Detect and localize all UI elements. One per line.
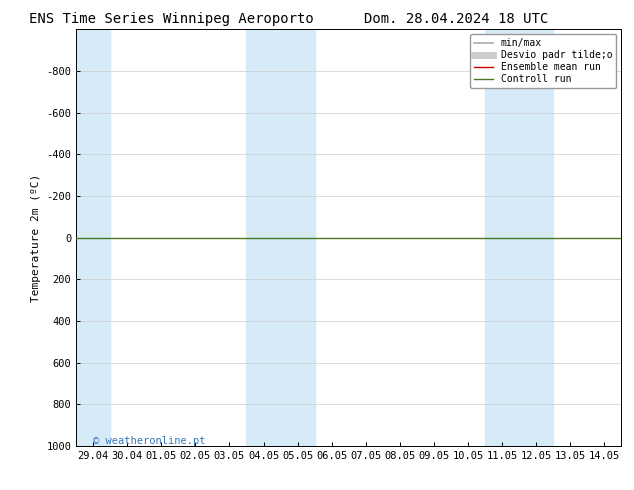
Text: ENS Time Series Winnipeg Aeroporto: ENS Time Series Winnipeg Aeroporto xyxy=(29,12,314,26)
Bar xyxy=(485,29,553,446)
Text: © weatheronline.pt: © weatheronline.pt xyxy=(93,436,206,446)
Text: Dom. 28.04.2024 18 UTC: Dom. 28.04.2024 18 UTC xyxy=(365,12,548,26)
Y-axis label: Temperature 2m (ºC): Temperature 2m (ºC) xyxy=(30,173,41,302)
Legend: min/max, Desvio padr tilde;o, Ensemble mean run, Controll run: min/max, Desvio padr tilde;o, Ensemble m… xyxy=(470,34,616,88)
Bar xyxy=(76,29,110,446)
Bar xyxy=(247,29,314,446)
